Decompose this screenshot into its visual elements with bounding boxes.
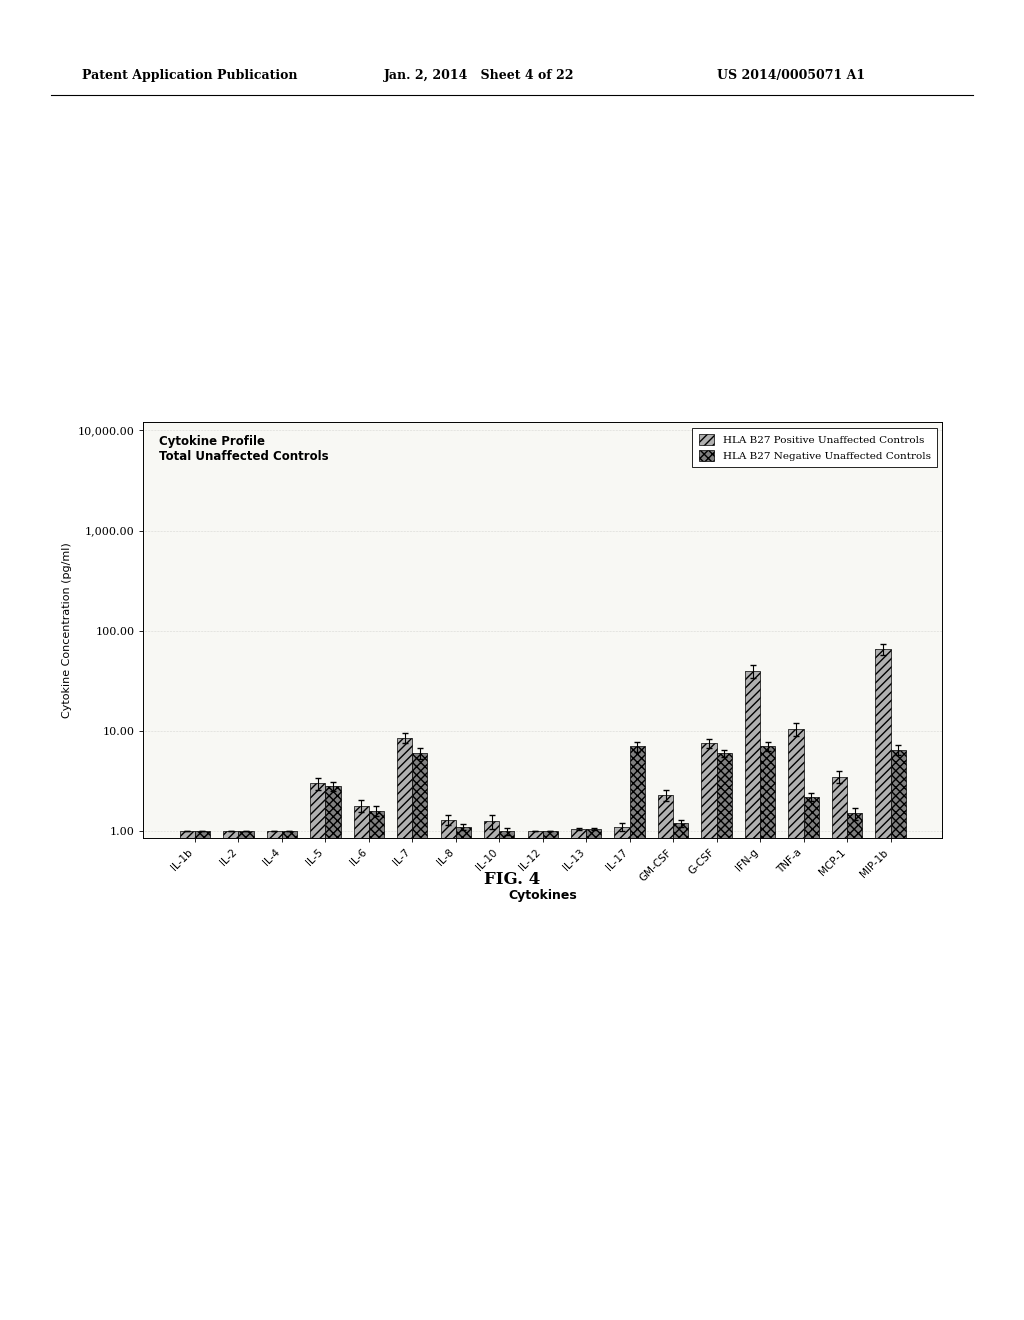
Bar	[456, 828, 471, 1320]
Bar	[586, 829, 601, 1320]
Text: Cytokine Profile
Total Unaffected Controls: Cytokine Profile Total Unaffected Contro…	[160, 434, 329, 463]
Bar	[744, 671, 760, 1320]
Bar	[500, 832, 514, 1320]
Bar	[223, 832, 239, 1320]
Bar	[891, 750, 906, 1320]
Bar	[701, 743, 717, 1320]
Bar	[266, 832, 282, 1320]
Bar	[543, 832, 558, 1320]
Text: US 2014/0005071 A1: US 2014/0005071 A1	[717, 69, 865, 82]
Bar	[630, 746, 645, 1320]
Bar	[413, 754, 427, 1320]
Bar	[673, 824, 688, 1320]
Bar	[804, 797, 819, 1320]
Bar	[484, 821, 500, 1320]
Bar	[239, 832, 254, 1320]
X-axis label: Cytokines: Cytokines	[508, 888, 578, 902]
Bar	[369, 810, 384, 1320]
Text: Patent Application Publication: Patent Application Publication	[82, 69, 297, 82]
Bar	[326, 787, 341, 1320]
Bar	[195, 832, 210, 1320]
Text: Jan. 2, 2014   Sheet 4 of 22: Jan. 2, 2014 Sheet 4 of 22	[384, 69, 574, 82]
Bar	[353, 805, 369, 1320]
Bar	[847, 813, 862, 1320]
Bar	[831, 776, 847, 1320]
Text: FIG. 4: FIG. 4	[484, 871, 540, 888]
Bar	[876, 649, 891, 1320]
Bar	[179, 832, 195, 1320]
Bar	[397, 738, 413, 1320]
Legend: HLA B27 Positive Unaffected Controls, HLA B27 Negative Unaffected Controls: HLA B27 Positive Unaffected Controls, HL…	[692, 428, 937, 467]
Bar	[527, 832, 543, 1320]
Bar	[440, 820, 456, 1320]
Bar	[658, 795, 673, 1320]
Bar	[717, 754, 732, 1320]
Bar	[760, 746, 775, 1320]
Bar	[614, 828, 630, 1320]
Y-axis label: Cytokine Concentration (pg/ml): Cytokine Concentration (pg/ml)	[61, 543, 72, 718]
Bar	[788, 729, 804, 1320]
Bar	[310, 783, 326, 1320]
Bar	[282, 832, 297, 1320]
Bar	[571, 829, 586, 1320]
